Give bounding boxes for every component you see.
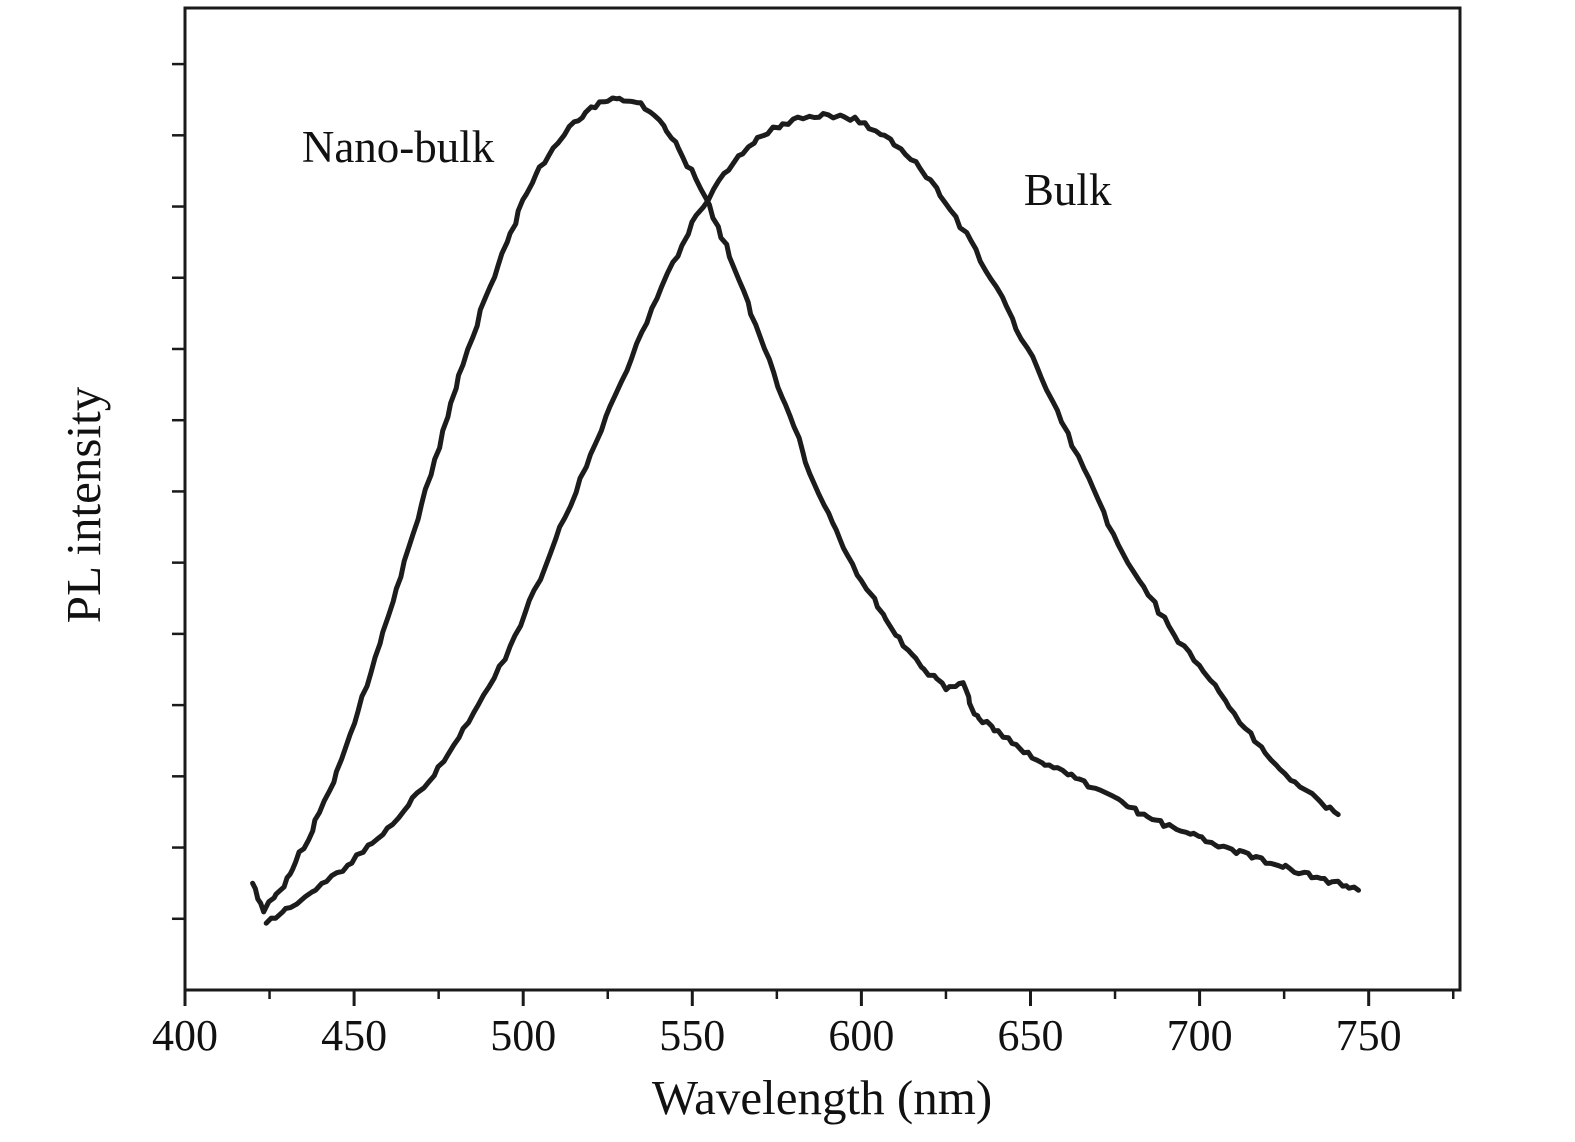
x-tick-label-750: 750: [1336, 1011, 1402, 1060]
x-tick-label-700: 700: [1167, 1011, 1233, 1060]
axis-tick-labels: 400 450 500 550 600 650 700 750: [152, 1011, 1402, 1060]
x-tick-label-600: 600: [828, 1011, 894, 1060]
curve-bulk: [263, 111, 1341, 926]
plot-frame: [183, 6, 1462, 992]
series-label-nano-bulk: Nano-bulk: [302, 122, 495, 172]
x-tick-label-400: 400: [152, 1011, 218, 1060]
curve-nano-bulk: [250, 95, 1361, 915]
x-tick-label-450: 450: [321, 1011, 387, 1060]
series-label-bulk: Bulk: [1024, 165, 1112, 215]
y-axis-title: PL intensity: [56, 386, 111, 623]
x-tick-label-650: 650: [997, 1011, 1063, 1060]
x-tick-label-500: 500: [490, 1011, 556, 1060]
axis-ticks: [172, 62, 1455, 1006]
x-axis-title: Wavelength (nm): [652, 1070, 992, 1125]
x-tick-label-550: 550: [659, 1011, 725, 1060]
series-curves: [250, 95, 1361, 926]
